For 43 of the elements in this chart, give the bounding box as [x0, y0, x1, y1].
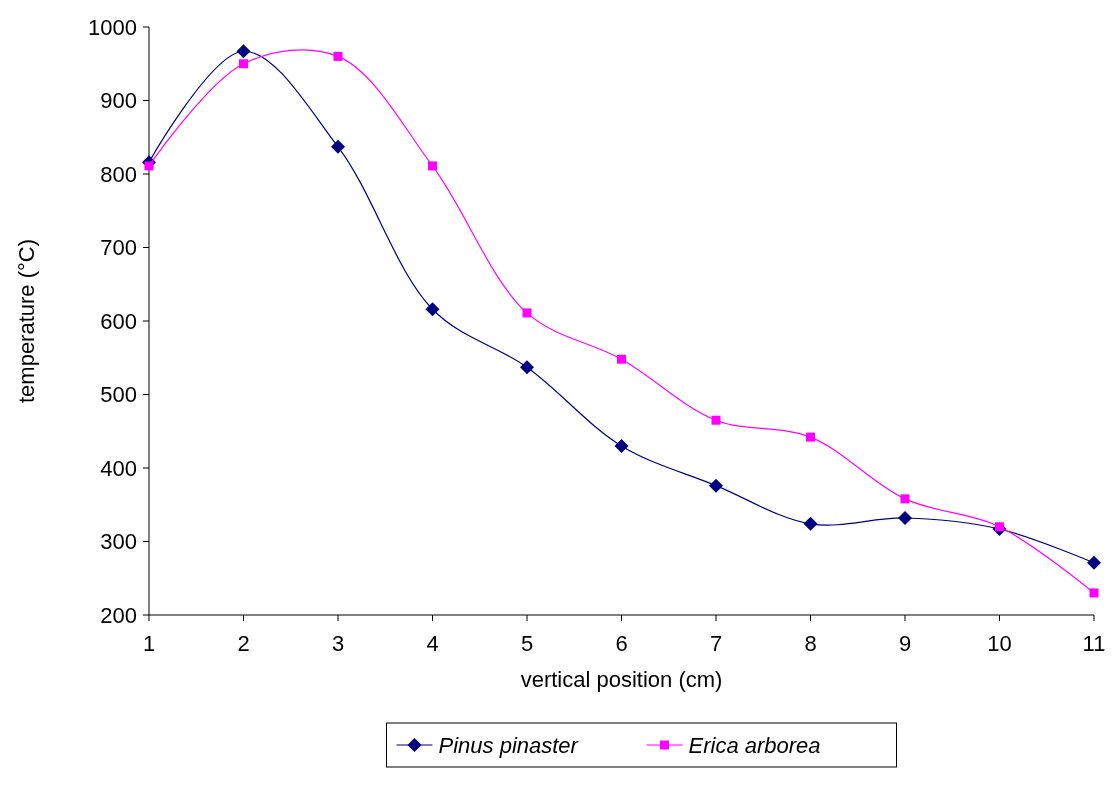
- y-tick-label: 400: [100, 455, 137, 481]
- x-tick-label: 5: [520, 631, 534, 656]
- x-tick-label: 6: [615, 631, 628, 656]
- point: [806, 432, 815, 442]
- x-axis-title: vertical position (cm): [520, 667, 723, 692]
- point: [1089, 588, 1099, 598]
- x-tick-label: 1: [142, 631, 156, 656]
- y-tick-label: 1000: [88, 14, 137, 40]
- point: [236, 44, 251, 59]
- point: [711, 415, 721, 425]
- x-tick-label: 9: [898, 631, 912, 656]
- legend-label: Pinus pinaster: [438, 732, 580, 758]
- y-tick-label: 300: [100, 529, 137, 555]
- point: [898, 510, 912, 525]
- point: [617, 354, 626, 364]
- point: [239, 59, 248, 69]
- x-tick-label: 3: [331, 631, 345, 656]
- x-tick-label: 8: [804, 631, 817, 656]
- y-tick-label: 600: [100, 308, 137, 334]
- x-tick-label: 10: [987, 631, 1012, 656]
- x-tick-label: 4: [426, 631, 439, 656]
- point: [331, 139, 345, 154]
- point: [1087, 555, 1101, 570]
- legend-label: Erica arborea: [688, 732, 821, 758]
- x-tick-label: 2: [237, 631, 250, 656]
- point: [803, 516, 818, 531]
- point: [425, 302, 440, 317]
- y-tick-label: 900: [100, 88, 137, 114]
- y-tick-label: 500: [100, 382, 137, 408]
- point: [614, 438, 629, 453]
- x-tick-label: 11: [1082, 631, 1106, 656]
- x-tick-label: 7: [709, 631, 723, 656]
- point: [428, 161, 437, 171]
- point: [333, 51, 343, 61]
- point: [900, 494, 910, 504]
- point: [522, 308, 532, 318]
- point: [520, 360, 534, 375]
- y-axis-title: temperature (°C): [14, 238, 39, 404]
- y-tick-label: 200: [100, 602, 137, 628]
- y-tick-label: 800: [100, 161, 137, 187]
- point: [144, 161, 154, 171]
- point: [709, 478, 723, 493]
- y-tick-label: 700: [100, 235, 137, 261]
